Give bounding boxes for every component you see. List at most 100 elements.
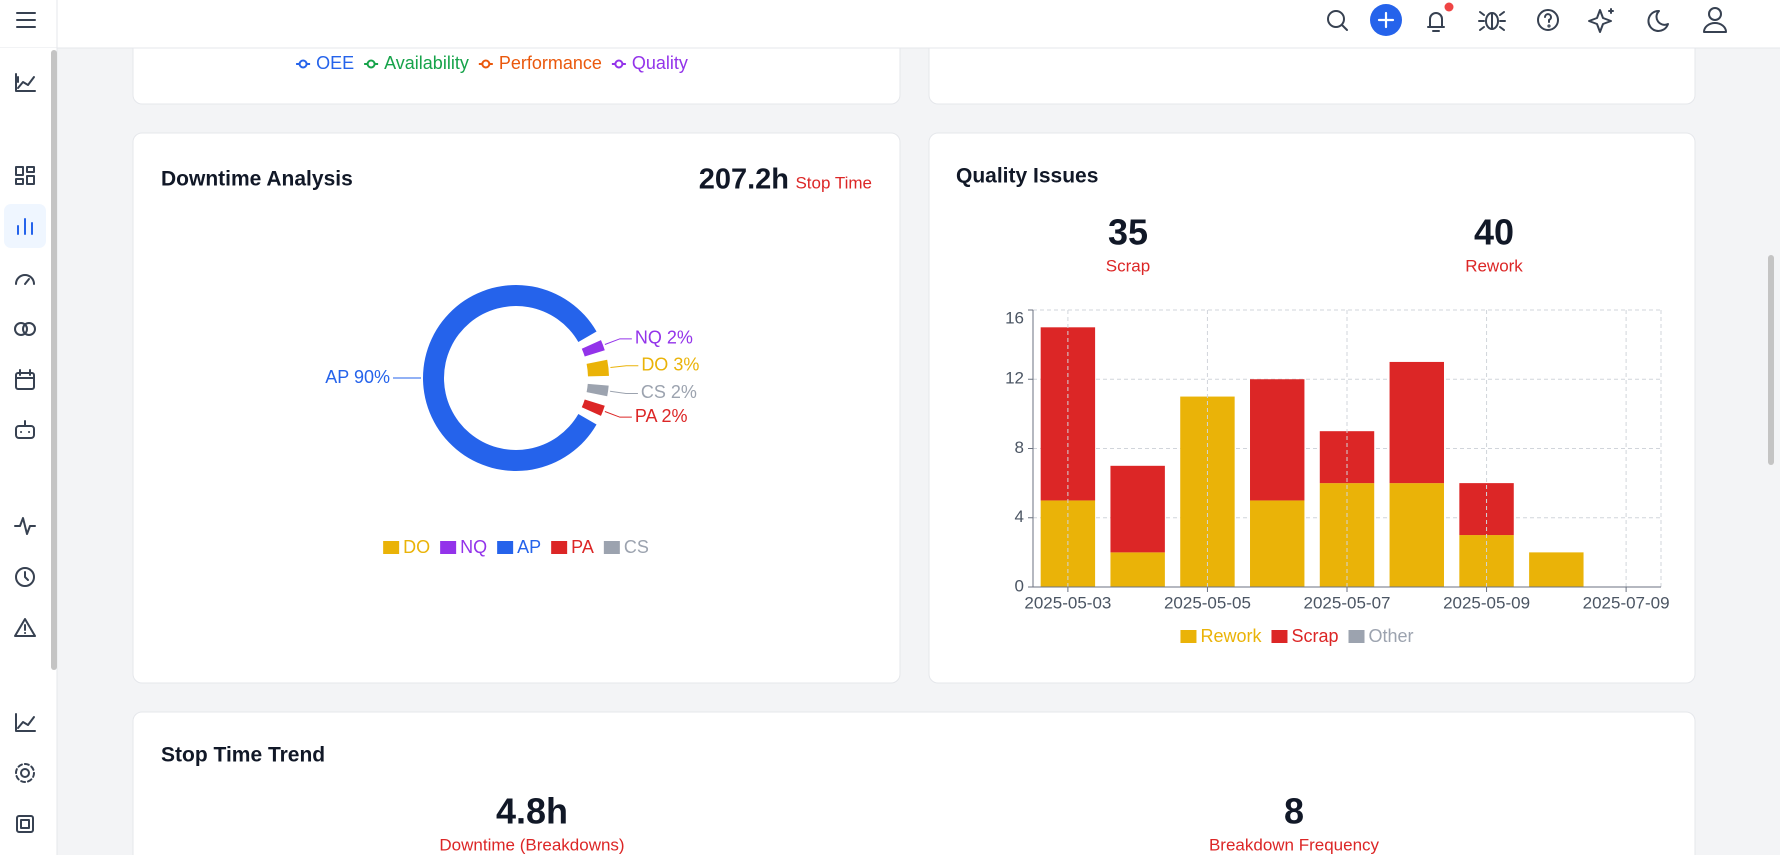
- kpi-value: 4.8h: [496, 791, 568, 832]
- bar: [1389, 361, 1444, 484]
- nav-activity[interactable]: [14, 517, 36, 535]
- nav-dashboard[interactable]: [15, 166, 35, 185]
- kpi-label: Stop Time: [795, 173, 872, 192]
- legend-label: Other: [1369, 626, 1414, 646]
- donut-slice: [581, 399, 605, 416]
- stop-time-card: [132, 711, 1696, 855]
- legend-swatch: [481, 59, 491, 69]
- slice-label: AP 90%: [325, 367, 390, 387]
- y-tick-label: 12: [1005, 369, 1024, 388]
- legend: DO NQ AP PA CS: [383, 537, 649, 557]
- page-scrollbar[interactable]: [1768, 255, 1774, 465]
- legend-swatch: [440, 541, 457, 554]
- help-button[interactable]: [1537, 9, 1559, 31]
- x-tick-label: 2025-07-09: [1583, 593, 1670, 612]
- x-tick-label: 2025-05-07: [1304, 593, 1391, 612]
- donut-slice: [581, 340, 605, 357]
- sidebar-scrollbar[interactable]: [51, 50, 57, 670]
- nav-ai[interactable]: [14, 322, 36, 336]
- bar: [1389, 483, 1444, 587]
- y-tick-label: 0: [1015, 576, 1024, 595]
- legend: OEE Availability Performance Quality: [296, 53, 688, 73]
- legend-label: DO: [403, 537, 430, 557]
- y-tick-label: 16: [1005, 308, 1024, 327]
- add-button[interactable]: [1370, 4, 1402, 36]
- nav-analytics[interactable]: [17, 218, 33, 235]
- slice-label: PA 2%: [635, 406, 688, 426]
- legend-label: Quality: [632, 53, 688, 73]
- downtime-card: [132, 132, 901, 684]
- legend-label: AP: [517, 537, 541, 557]
- search-button[interactable]: [1327, 10, 1348, 31]
- legend-label: PA: [571, 537, 594, 557]
- y-tick-label: 8: [1015, 438, 1024, 457]
- legend: Rework Scrap Other: [1180, 626, 1414, 646]
- leader-line: [610, 365, 639, 369]
- legend-swatch: [1348, 630, 1365, 643]
- nav-device[interactable]: [16, 815, 34, 833]
- legend-swatch: [1271, 630, 1288, 643]
- kpi-value: 207.2h: [699, 164, 789, 196]
- card-title: Downtime Analysis: [161, 168, 353, 191]
- legend-label: Availability: [384, 53, 469, 73]
- legend-label: CS: [624, 537, 649, 557]
- donut-slice: [586, 359, 609, 377]
- bar: [1110, 465, 1165, 553]
- kpi-label: Downtime (Breakdowns): [439, 835, 624, 854]
- legend-swatch: [366, 59, 376, 69]
- legend-swatch: [551, 541, 568, 554]
- nav-settings[interactable]: [15, 763, 35, 783]
- legend-label: NQ: [460, 537, 487, 557]
- donut-slice: [586, 383, 609, 397]
- leader-line: [604, 411, 632, 418]
- legend-swatch: [614, 59, 624, 69]
- nav-performance[interactable]: [15, 274, 35, 285]
- legend-label: Scrap: [1291, 626, 1338, 646]
- slice-label: CS 2%: [641, 382, 697, 402]
- nav-alerts[interactable]: [14, 618, 36, 637]
- kpi-label: Breakdown Frequency: [1209, 835, 1380, 854]
- legend-swatch: [383, 541, 400, 554]
- nav-production[interactable]: [15, 73, 36, 92]
- bar: [1110, 552, 1165, 587]
- y-tick-label: 4: [1015, 507, 1024, 526]
- card-title: Stop Time Trend: [161, 744, 325, 767]
- kpi-value: 35: [1108, 212, 1148, 253]
- kpi-label: Rework: [1465, 256, 1523, 275]
- nav-robot[interactable]: [15, 420, 35, 439]
- leader-line: [610, 390, 638, 394]
- slice-label: DO 3%: [641, 355, 699, 375]
- legend-swatch: [603, 541, 620, 554]
- notifications-button[interactable]: [1427, 2, 1454, 32]
- top-bar: [0, 0, 1780, 48]
- legend-label: OEE: [316, 53, 354, 73]
- sidebar: [0, 48, 57, 855]
- nav-calendar[interactable]: [15, 369, 35, 390]
- x-tick-label: 2025-05-09: [1443, 593, 1530, 612]
- x-tick-label: 2025-05-05: [1164, 593, 1251, 612]
- debug-button[interactable]: [1478, 11, 1506, 31]
- theme-button[interactable]: [1647, 9, 1669, 32]
- nav-history[interactable]: [15, 567, 35, 587]
- leader-line: [604, 338, 632, 345]
- bar: [1529, 552, 1584, 587]
- legend-label: Rework: [1200, 626, 1262, 646]
- legend-swatch: [497, 541, 514, 554]
- slice-label: NQ 2%: [635, 328, 693, 348]
- kpi-label: Scrap: [1106, 256, 1150, 275]
- kpi-value: 8: [1284, 791, 1304, 832]
- kpi-value: 40: [1474, 212, 1514, 253]
- legend-swatch: [1180, 630, 1197, 643]
- bar: [1250, 500, 1305, 587]
- legend-label: Performance: [499, 53, 602, 73]
- ai-button[interactable]: [1588, 8, 1614, 33]
- bar: [1250, 379, 1305, 501]
- user-button[interactable]: [1703, 7, 1727, 33]
- menu-button[interactable]: [16, 12, 36, 28]
- nav-factory[interactable]: [15, 713, 36, 732]
- x-tick-label: 2025-05-03: [1024, 593, 1111, 612]
- legend-swatch: [298, 59, 308, 69]
- card-title: Quality Issues: [956, 165, 1098, 188]
